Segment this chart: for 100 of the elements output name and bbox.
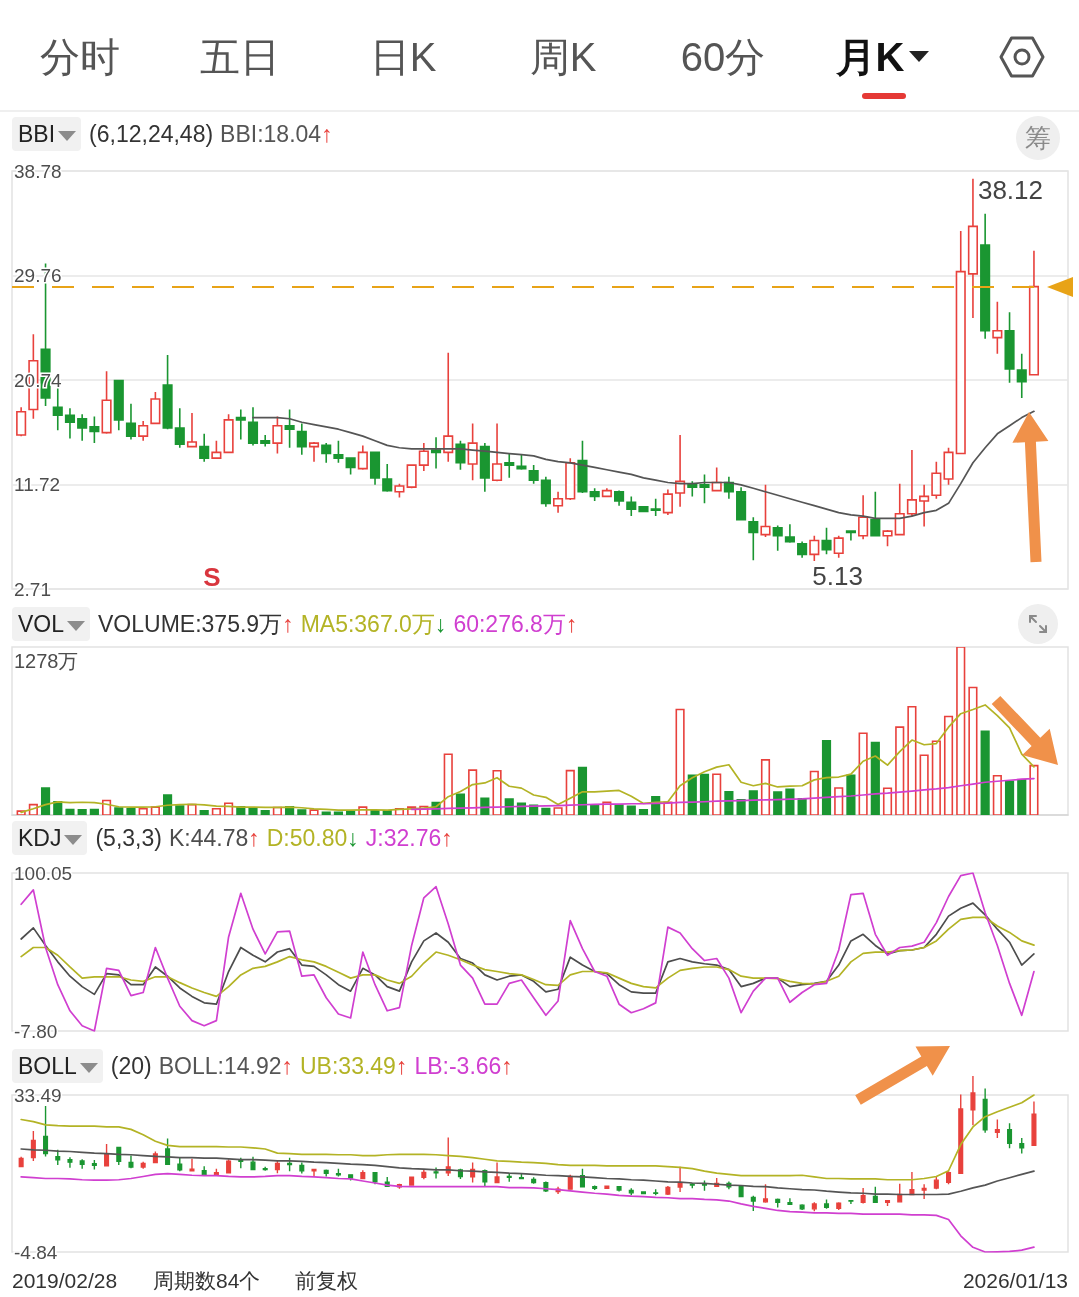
candlestick	[455, 439, 466, 471]
candlestick	[504, 452, 515, 479]
candlestick	[592, 1184, 598, 1191]
bar	[809, 770, 819, 815]
candlestick	[750, 1195, 756, 1212]
bar	[321, 811, 331, 815]
y-tick-label: 2.71	[14, 578, 51, 600]
candlestick	[640, 1191, 647, 1195]
candlestick	[369, 451, 381, 486]
candlestick	[357, 444, 368, 471]
candlestick	[104, 1143, 110, 1167]
text: VOLUME:375.9万↑	[98, 610, 294, 637]
bar	[1029, 764, 1039, 815]
bar	[870, 741, 880, 815]
text: 周期数84个	[153, 1268, 261, 1294]
candlestick	[677, 1165, 683, 1193]
candlestick	[946, 1170, 952, 1185]
candlestick	[653, 1188, 659, 1197]
candlestick	[675, 434, 686, 508]
candlestick	[762, 1183, 769, 1204]
candlestick	[836, 1201, 842, 1211]
candlestick	[784, 523, 795, 544]
candlestick	[799, 1203, 805, 1211]
chart-title: VOL	[18, 611, 65, 637]
annotation: 38.12	[977, 174, 1044, 206]
candlestick	[382, 463, 393, 493]
candlestick	[552, 490, 564, 514]
bar	[553, 807, 563, 815]
candlestick	[348, 1174, 354, 1182]
bar	[919, 754, 929, 815]
candlestick	[958, 1093, 964, 1174]
bar	[614, 804, 624, 815]
bar	[712, 773, 722, 815]
candlestick	[247, 406, 259, 447]
candlestick	[775, 1197, 781, 1209]
text: 2026/01/13	[962, 1268, 1068, 1294]
candlestick	[323, 1168, 329, 1178]
chart-subtitle: (6,12,24,48)	[89, 120, 214, 148]
bar	[114, 807, 124, 815]
annotation: 5.13	[812, 560, 863, 592]
candlestick	[372, 1172, 378, 1185]
bar	[187, 803, 197, 815]
candlestick	[67, 1156, 73, 1169]
bar	[565, 769, 575, 815]
text: D:50.80↓	[266, 824, 359, 851]
text: 60分	[680, 34, 766, 80]
candlestick	[787, 1197, 793, 1206]
bar	[163, 794, 173, 815]
candlestick	[821, 526, 832, 556]
bar	[956, 647, 966, 815]
candlestick	[577, 439, 588, 494]
candlestick	[628, 1187, 634, 1197]
y-tick-label: 33.49	[14, 1084, 62, 1106]
candlestick	[89, 415, 100, 444]
text: 60:276.8万↑	[453, 610, 578, 637]
text: 日K	[369, 34, 437, 80]
candlestick	[30, 1130, 36, 1162]
bar	[126, 807, 136, 815]
bar	[638, 808, 649, 815]
candlestick	[213, 1167, 219, 1176]
candlestick	[189, 1158, 195, 1172]
candlestick	[125, 402, 137, 441]
candlestick	[274, 1159, 280, 1174]
candlestick	[870, 490, 881, 537]
candlestick	[589, 487, 600, 502]
candlestick	[601, 487, 612, 498]
candlestick	[1031, 1100, 1037, 1147]
candlestick	[284, 408, 295, 449]
bar	[480, 797, 490, 815]
candlestick	[811, 1201, 817, 1212]
candlestick	[687, 480, 698, 498]
candlestick	[772, 524, 783, 552]
candlestick	[638, 506, 649, 513]
line-series	[20, 916, 1035, 998]
bar	[895, 726, 905, 815]
chart-subtitle: (20)	[110, 1052, 152, 1080]
candlestick	[296, 422, 307, 456]
candlestick	[906, 449, 917, 517]
text: 分时	[40, 34, 120, 80]
candlestick	[970, 1075, 976, 1126]
candlestick	[616, 1185, 622, 1193]
candlestick	[345, 457, 356, 476]
candlestick	[201, 1165, 207, 1177]
candlestick	[626, 495, 637, 517]
candlestick	[516, 453, 527, 471]
candlestick	[77, 413, 88, 442]
text: UB:33.49↑	[300, 1052, 408, 1079]
bar	[516, 802, 527, 815]
bar	[748, 790, 758, 815]
bar	[675, 708, 685, 815]
candlestick	[872, 1186, 878, 1203]
candlestick	[760, 484, 771, 538]
bar	[931, 740, 941, 815]
candlestick	[174, 407, 185, 449]
candlestick	[226, 1158, 232, 1174]
candlestick	[18, 1156, 24, 1168]
candlestick	[1028, 249, 1040, 376]
candlestick	[845, 530, 856, 542]
bar	[773, 791, 783, 815]
bar	[541, 807, 551, 815]
